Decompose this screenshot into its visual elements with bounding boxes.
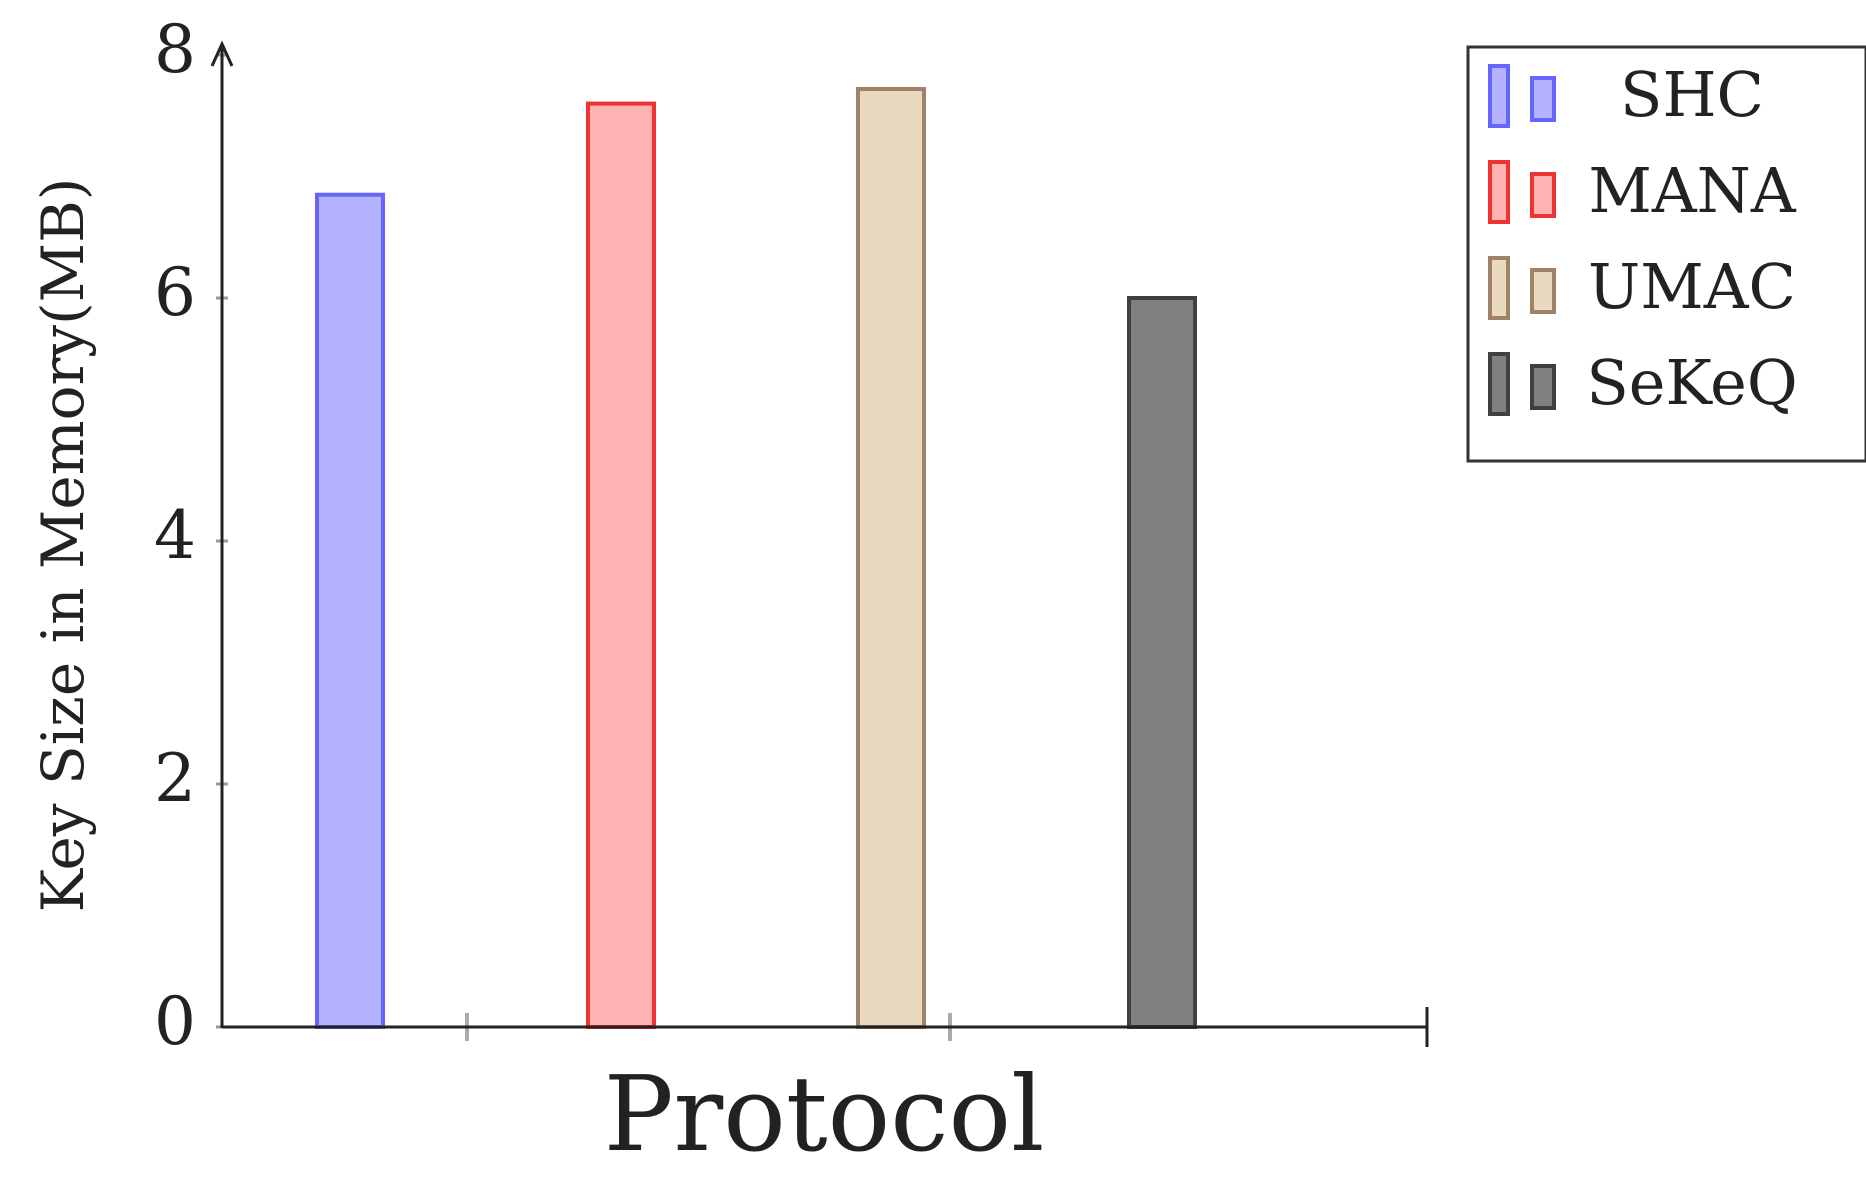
bar-shc bbox=[315, 192, 385, 1030]
y-tick-label: 6 bbox=[154, 254, 196, 331]
legend: SHC MANA UMAC SeKeQ bbox=[1466, 45, 1866, 463]
y-axis-label: Key Size in Memory(MB) bbox=[29, 178, 97, 913]
y-tick-label: 4 bbox=[154, 497, 196, 574]
legend-swatch bbox=[1530, 268, 1556, 314]
legend-items: SHC MANA UMAC SeKeQ bbox=[1488, 58, 1798, 419]
plot-area: 0 2 4 6 8 bbox=[154, 11, 1429, 1060]
y-ticks: 0 2 4 6 8 bbox=[154, 11, 228, 1060]
legend-swatch bbox=[1488, 256, 1510, 320]
bar-mana bbox=[586, 101, 656, 1030]
bars-group bbox=[315, 87, 1197, 1030]
y-tick-label: 2 bbox=[154, 740, 196, 817]
legend-swatch bbox=[1530, 364, 1556, 410]
y-tick-label: 8 bbox=[154, 11, 196, 88]
legend-swatch bbox=[1530, 76, 1556, 122]
x-axis-label: Protocol bbox=[604, 1053, 1045, 1175]
legend-swatch bbox=[1488, 64, 1510, 128]
y-axis-arrow bbox=[210, 40, 234, 67]
legend-label: SeKeQ bbox=[1586, 346, 1797, 419]
legend-swatch bbox=[1530, 172, 1556, 218]
y-tick-label: 0 bbox=[154, 983, 196, 1060]
legend-swatch bbox=[1488, 352, 1510, 416]
legend-label: SHC bbox=[1620, 58, 1764, 131]
legend-label: UMAC bbox=[1588, 250, 1796, 323]
bar-sekeq bbox=[1127, 296, 1197, 1029]
legend-swatch bbox=[1488, 160, 1510, 224]
legend-label: MANA bbox=[1588, 154, 1797, 227]
bar-umac bbox=[856, 87, 926, 1029]
